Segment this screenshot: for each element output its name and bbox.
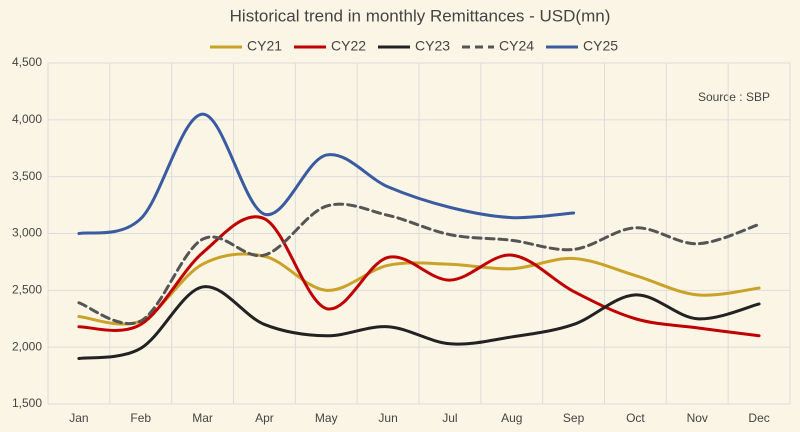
legend-label: CY21 (247, 38, 282, 54)
x-tick-label: Sep (563, 411, 585, 425)
series-line (77, 252, 761, 326)
y-tick-label: 3,500 (12, 169, 42, 183)
y-tick-label: 4,000 (12, 112, 42, 126)
legend: CY21 CY22 CY23 CY24 CY25 (210, 38, 618, 54)
x-tick-label: Jul (442, 411, 457, 425)
x-tick-label: Jun (378, 411, 397, 425)
y-tick-label: 4,500 (12, 55, 42, 69)
x-tick-label: Apr (255, 411, 274, 425)
x-tick-label: Aug (501, 411, 522, 425)
series-line (77, 215, 761, 338)
chart-title: Historical trend in monthly Remittances … (230, 6, 611, 25)
x-tick-label: Dec (748, 411, 769, 425)
x-tick-label: May (315, 411, 338, 425)
y-tick-label: 2,000 (12, 339, 42, 353)
y-tick-label: 2,500 (12, 283, 42, 297)
series-line (77, 202, 761, 325)
y-tick-label: 3,000 (12, 226, 42, 240)
series-line (77, 285, 761, 361)
x-tick-label: Oct (626, 411, 645, 425)
y-tick-label: 1,500 (12, 396, 42, 410)
x-tick-label: Mar (192, 411, 213, 425)
legend-label: CY24 (499, 38, 534, 54)
x-tick-label: Jan (69, 411, 88, 425)
x-tick-label: Nov (687, 411, 708, 425)
x-tick-label: Feb (130, 411, 151, 425)
annotation: Source : SBP (698, 90, 770, 104)
series-line (77, 112, 576, 235)
legend-label: CY25 (583, 38, 618, 54)
legend-label: CY22 (331, 38, 366, 54)
legend-label: CY23 (415, 38, 450, 54)
